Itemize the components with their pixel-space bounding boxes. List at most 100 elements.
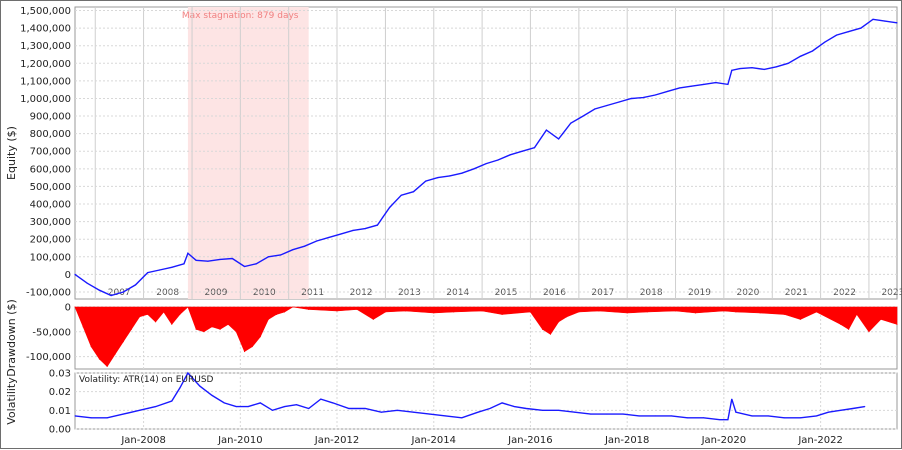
drawdown-point xyxy=(566,316,568,318)
drawdown-point xyxy=(251,346,253,348)
x-tick-label: Jan-2008 xyxy=(120,435,165,446)
volatility-y-tick: 0.02 xyxy=(49,387,71,398)
drawdown-point xyxy=(275,313,277,315)
equity-y-tick: 300,000 xyxy=(30,217,71,228)
volatility-point xyxy=(106,417,108,419)
equity-point xyxy=(255,263,257,265)
year-label: 2015 xyxy=(495,288,518,298)
x-tick-label: Jan-2010 xyxy=(217,435,262,446)
stagnation-highlight xyxy=(187,7,309,299)
equity-point xyxy=(666,90,669,93)
equity-point xyxy=(134,284,137,286)
x-tick-label: Jan-2014 xyxy=(411,435,456,446)
equity-point xyxy=(582,115,584,117)
drawdown-point xyxy=(171,323,173,325)
drawdown-point xyxy=(292,306,294,308)
equity-y-tick: 600,000 xyxy=(30,164,71,175)
volatility-point xyxy=(247,406,249,408)
volatility-point xyxy=(590,413,592,415)
volatility-point xyxy=(90,417,92,419)
equity-point xyxy=(485,162,487,165)
drawdown-point xyxy=(723,310,725,312)
year-label: 2020 xyxy=(736,288,759,298)
volatility-y-tick: 0.01 xyxy=(49,406,71,417)
volatility-point xyxy=(320,398,322,400)
volatility-point xyxy=(171,400,173,402)
equity-point xyxy=(739,67,741,70)
equity-point xyxy=(316,240,318,242)
drawdown-point xyxy=(227,323,229,325)
equity-point xyxy=(219,258,221,261)
drawdown-point xyxy=(799,318,801,320)
volatility-point xyxy=(396,409,398,411)
equity-point xyxy=(279,254,282,256)
equity-point xyxy=(292,249,294,251)
equity-point xyxy=(763,68,765,71)
equity-point xyxy=(690,85,693,87)
year-label: 2021 xyxy=(785,288,808,298)
year-label: 2018 xyxy=(640,288,663,298)
drawdown-point xyxy=(598,310,600,312)
drawdown-point xyxy=(816,311,818,313)
equity-point xyxy=(340,233,342,235)
volatility-point xyxy=(348,407,350,409)
volatility-point xyxy=(489,407,491,409)
volatility-point xyxy=(727,419,729,421)
volatility-point xyxy=(461,417,463,419)
volatility-series-line xyxy=(74,371,865,421)
drawdown-point xyxy=(336,310,338,312)
volatility-point xyxy=(138,409,140,411)
drawdown-point xyxy=(203,331,205,333)
year-label: 2010 xyxy=(253,288,276,298)
volatility-point xyxy=(74,415,76,417)
volatility-point xyxy=(259,402,261,404)
equity-point xyxy=(860,27,862,29)
equity-point xyxy=(400,194,402,196)
drawdown-point xyxy=(529,311,531,313)
drawdown-point xyxy=(453,311,455,313)
volatility-point xyxy=(179,387,181,389)
drawdown-point xyxy=(384,311,386,313)
equity-point xyxy=(110,294,112,297)
volatility-point xyxy=(272,409,274,411)
drawdown-point xyxy=(259,336,261,338)
equity-point xyxy=(147,272,149,274)
year-label: 2016 xyxy=(543,288,566,298)
equity-point xyxy=(303,245,306,247)
volatility-point xyxy=(731,398,733,400)
drawdown-point xyxy=(695,312,697,314)
volatility-point xyxy=(606,413,608,415)
drawdown-point xyxy=(880,318,882,320)
drawdown-point xyxy=(195,328,197,330)
year-label: 2022 xyxy=(833,288,856,298)
equity-point xyxy=(594,108,596,110)
volatility-point xyxy=(429,413,431,415)
equity-point xyxy=(352,229,354,231)
equity-point xyxy=(824,41,826,43)
drawdown-point xyxy=(356,308,358,310)
volatility-point xyxy=(852,407,854,409)
equity-point xyxy=(412,191,415,193)
equity-y-tick: 800,000 xyxy=(30,129,71,140)
equity-point xyxy=(231,257,233,260)
equity-point xyxy=(727,83,729,85)
equity-y-tick: -100,000 xyxy=(26,287,71,298)
equity-y-tick: 1,100,000 xyxy=(20,76,71,87)
drawdown-point xyxy=(155,321,157,323)
drawdown-point xyxy=(163,311,165,313)
volatility-point xyxy=(574,411,576,413)
equity-point xyxy=(533,147,536,149)
volatility-point xyxy=(686,417,688,419)
equity-point xyxy=(751,67,753,69)
volatility-point xyxy=(380,411,382,413)
equity-point xyxy=(509,154,511,156)
equity-point xyxy=(606,104,608,107)
drawdown-point xyxy=(868,331,870,333)
volatility-point xyxy=(295,404,297,406)
equity-point xyxy=(497,159,499,161)
equity-point xyxy=(630,97,632,100)
equity-point xyxy=(437,177,439,179)
equity-y-tick: 1,400,000 xyxy=(20,24,71,35)
drawdown-point xyxy=(122,341,124,343)
